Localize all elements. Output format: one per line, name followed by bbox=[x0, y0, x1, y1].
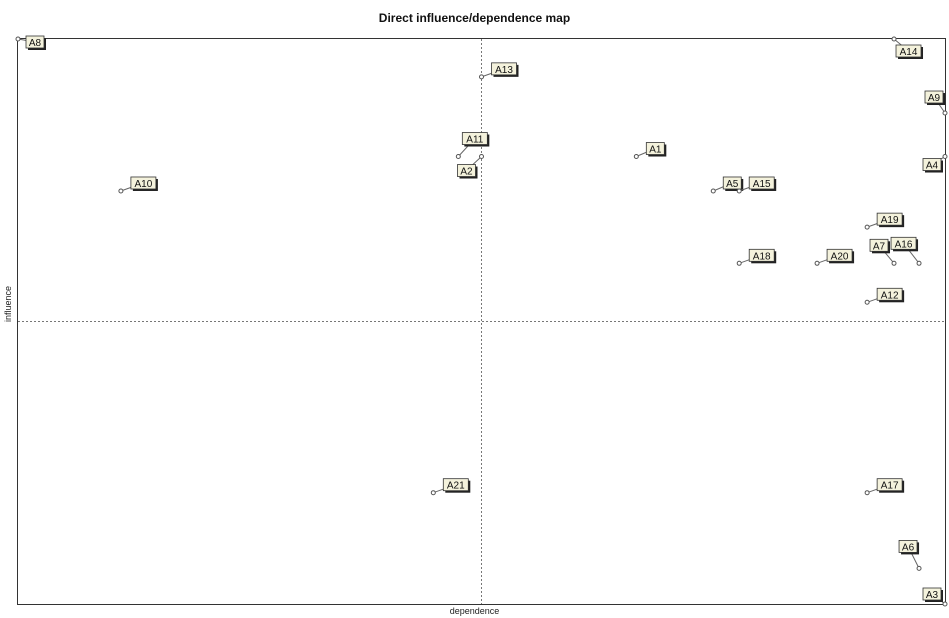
point-label: A21 bbox=[447, 481, 465, 492]
point-label: A10 bbox=[134, 179, 152, 190]
point-a14: A14 bbox=[891, 36, 924, 59]
point-a2: A2 bbox=[457, 154, 484, 179]
point-marker bbox=[942, 154, 948, 160]
point-label-box bbox=[457, 164, 476, 177]
point-label: A20 bbox=[831, 251, 849, 262]
data-points: A8 A14 A13 A9 A11 A2 A1 A4 A10 A5 A15 A19 A18 A20 A7 A1… bbox=[15, 35, 948, 607]
point-label-box bbox=[826, 248, 853, 262]
point-label: A8 bbox=[29, 38, 42, 49]
point-label-box bbox=[876, 478, 903, 492]
point-a10: A10 bbox=[118, 176, 158, 194]
point-label: A18 bbox=[753, 251, 771, 262]
point-a15: A15 bbox=[736, 176, 777, 194]
point-label: A12 bbox=[881, 290, 899, 301]
point-marker bbox=[15, 36, 21, 42]
point-label: A1 bbox=[649, 145, 662, 156]
point-marker bbox=[891, 260, 897, 266]
y-axis-label: influence bbox=[3, 285, 13, 322]
point-label-box bbox=[876, 212, 903, 226]
point-label: A6 bbox=[902, 542, 915, 553]
point-label: A14 bbox=[900, 47, 918, 58]
point-label: A2 bbox=[460, 167, 473, 178]
point-marker bbox=[864, 299, 870, 305]
point-marker bbox=[633, 154, 639, 160]
point-marker bbox=[118, 188, 124, 194]
point-a7: A7 bbox=[869, 238, 897, 266]
point-marker bbox=[710, 188, 716, 194]
point-marker bbox=[479, 154, 484, 160]
point-label-box bbox=[442, 478, 469, 492]
point-label-box bbox=[25, 35, 45, 49]
point-marker bbox=[814, 260, 820, 266]
point-label: A5 bbox=[726, 179, 739, 190]
point-label: A15 bbox=[753, 179, 771, 190]
point-a19: A19 bbox=[864, 212, 905, 230]
point-label-box bbox=[895, 44, 922, 58]
point-label-box bbox=[645, 142, 665, 155]
point-label-box bbox=[748, 248, 775, 262]
point-label-box bbox=[130, 176, 157, 190]
point-a5: A5 bbox=[710, 176, 744, 194]
point-label-box bbox=[722, 176, 742, 190]
point-a1: A1 bbox=[633, 142, 667, 160]
point-label: A7 bbox=[873, 241, 886, 252]
point-label-box bbox=[461, 132, 488, 145]
point-marker bbox=[916, 565, 922, 571]
point-label-box bbox=[922, 587, 942, 601]
point-a12: A12 bbox=[864, 287, 905, 305]
point-a6: A6 bbox=[898, 540, 922, 571]
point-a18: A18 bbox=[736, 248, 777, 266]
point-a9: A9 bbox=[924, 90, 948, 116]
point-marker bbox=[430, 490, 436, 496]
point-marker bbox=[942, 110, 948, 116]
point-marker bbox=[455, 154, 461, 160]
point-a20: A20 bbox=[814, 248, 855, 266]
point-a8: A8 bbox=[15, 35, 46, 50]
point-marker bbox=[736, 260, 742, 266]
point-marker bbox=[916, 260, 922, 266]
point-a17: A17 bbox=[864, 478, 905, 496]
point-label-box bbox=[491, 62, 517, 76]
chart-title: Direct influence/dependence map bbox=[378, 11, 571, 25]
point-label-box bbox=[922, 158, 942, 171]
point-marker bbox=[479, 74, 484, 80]
point-label: A9 bbox=[928, 93, 941, 104]
point-label: A4 bbox=[926, 161, 939, 172]
point-label: A3 bbox=[926, 590, 939, 601]
point-label-box bbox=[876, 287, 903, 301]
plot-frame bbox=[17, 38, 946, 605]
point-a11: A11 bbox=[455, 132, 490, 160]
point-label-box bbox=[924, 90, 944, 104]
point-label: A13 bbox=[495, 65, 513, 76]
point-a3: A3 bbox=[922, 587, 948, 607]
point-label: A17 bbox=[881, 481, 899, 492]
point-marker bbox=[891, 36, 897, 42]
point-label: A16 bbox=[895, 239, 913, 250]
point-label-box bbox=[869, 238, 889, 252]
x-axis-label: dependence bbox=[449, 606, 500, 616]
point-a16: A16 bbox=[890, 236, 922, 266]
point-label-box bbox=[890, 236, 917, 250]
point-label-box bbox=[898, 540, 918, 553]
point-marker bbox=[736, 188, 742, 194]
point-a13: A13 bbox=[479, 62, 519, 80]
point-marker bbox=[864, 224, 870, 230]
point-a4: A4 bbox=[922, 154, 948, 173]
point-label-box bbox=[748, 176, 775, 190]
point-marker bbox=[864, 490, 870, 496]
point-label: A11 bbox=[466, 135, 483, 146]
point-a21: A21 bbox=[430, 478, 471, 496]
point-label: A19 bbox=[881, 215, 899, 226]
point-marker bbox=[942, 601, 948, 607]
